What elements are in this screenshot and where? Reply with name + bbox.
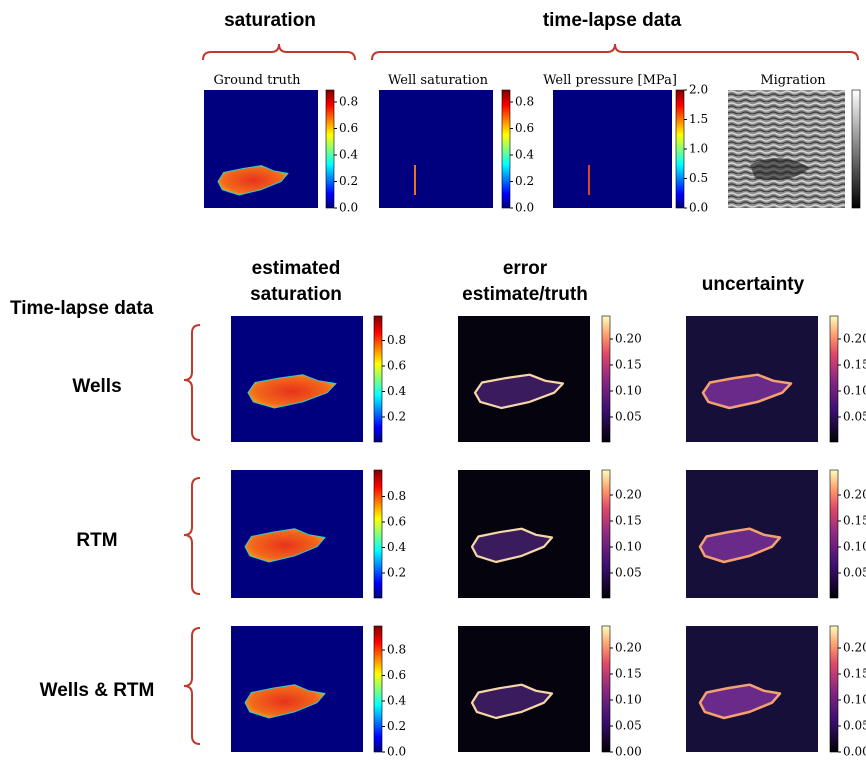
image [728,90,845,208]
colorbar-tick-label: 0.10 [615,693,642,707]
row-label: Wells [72,376,121,397]
colorbar-tick-label: 0.6 [515,121,534,135]
colorbar-tick-label: 1.0 [689,142,708,156]
panel-title: Migration [760,73,826,88]
figure: saturation time-lapse data Time-lapse da… [0,0,866,760]
colorbar-tick-label: 0.10 [843,540,866,554]
colorbar-tick-label: 0.2 [515,174,534,188]
colorbar-tick-label: 0.8 [339,95,358,109]
colorbar [602,626,610,752]
colorbar-tick-label: 0.6 [339,121,358,135]
colorbar-tick-label: 0.05 [843,410,866,424]
colorbar-tick-label: 0.4 [387,694,406,708]
colorbar-tick-label: 0.0 [515,201,534,215]
brace [372,44,858,60]
column-header: uncertainty [702,274,805,295]
colorbar-tick-label: 0.2 [387,719,406,733]
colorbar-tick-label: 0.0 [689,201,708,215]
column-header: saturation [250,284,342,305]
colorbar-tick-label: 0.20 [843,641,866,655]
column-header: error [503,258,548,279]
colorbar-tick-label: 2.0 [689,83,708,97]
colorbar [602,316,610,442]
colorbar-tick-label: 0.8 [515,95,534,109]
colorbar-tick-label: 0.4 [387,384,406,398]
row-label: RTM [76,530,117,551]
colorbar-tick-label: 0.15 [615,358,642,372]
brace [184,478,200,594]
colorbar-tick-label: 0.20 [843,332,866,346]
column-header: estimate/truth [462,284,588,305]
colorbar-tick-label: 0.15 [843,514,866,528]
colorbar-tick-label: 0.00 [615,745,642,759]
well [414,165,416,195]
colorbar-tick-label: 0.10 [615,540,642,554]
column-header: estimated [252,258,341,279]
colorbar-tick-label: 0.10 [843,384,866,398]
colorbar-tick-label: 0.15 [615,667,642,681]
panel-title: Well pressure [MPa] [543,73,677,88]
colorbar-tick-label: 0.10 [615,384,642,398]
colorbar-tick-label: 0.8 [387,489,406,503]
brace [203,44,355,60]
colorbar-tick-label: 0.6 [387,515,406,529]
colorbar [676,90,684,208]
colorbar [374,626,382,752]
colorbar-tick-label: 0.20 [615,641,642,655]
colorbar-tick-label: 0.15 [843,667,866,681]
colorbar-tick-label: 0.4 [339,148,358,162]
colorbar-tick-label: 0.8 [387,333,406,347]
row-label: Wells & RTM [40,680,155,701]
colorbar-tick-label: 0.2 [387,410,406,424]
well [588,165,590,195]
heading: time-lapse data [543,10,682,31]
colorbar-tick-label: 0.05 [615,410,642,424]
colorbar-tick-label: 0.05 [615,566,642,580]
colorbar-tick-label: 0.20 [615,332,642,346]
heading: saturation [224,10,316,31]
panel-title: Ground truth [213,73,301,88]
colorbar-tick-label: 0.8 [387,643,406,657]
colorbar-tick-label: 0.00 [843,745,866,759]
colorbar-tick-label: 0.15 [843,358,866,372]
colorbar-tick-label: 0.15 [615,514,642,528]
colorbar-tick-label: 0.6 [387,668,406,682]
colorbar-tick-label: 0.0 [387,745,406,759]
colorbar [830,316,838,442]
colorbar-tick-label: 0.5 [689,171,708,185]
colorbar-tick-label: 0.05 [615,719,642,733]
colorbar-tick-label: 0.20 [843,488,866,502]
colorbar-tick-label: 0.10 [843,693,866,707]
colorbar-tick-label: 0.0 [339,201,358,215]
colorbar [830,626,838,752]
brace [184,325,200,440]
colorbar-tick-label: 0.6 [387,359,406,373]
colorbar-tick-label: 0.4 [515,148,534,162]
brace [184,628,200,744]
colorbar [502,90,510,208]
image [553,90,672,208]
row-header: Time-lapse data [10,298,154,319]
panel-title: Well saturation [388,73,489,88]
colorbar-tick-label: 0.2 [387,566,406,580]
image [379,90,493,208]
colorbar-tick-label: 0.05 [843,719,866,733]
colorbar-tick-label: 1.5 [689,112,708,126]
colorbar [852,90,860,208]
colorbar-tick-label: 0.4 [387,540,406,554]
colorbar-tick-label: 0.2 [339,174,358,188]
image [204,90,318,208]
colorbar [326,90,334,208]
colorbar [374,470,382,598]
colorbar-tick-label: 0.05 [843,566,866,580]
colorbar [830,470,838,598]
colorbar [374,316,382,442]
colorbar-tick-label: 0.20 [615,488,642,502]
colorbar [602,470,610,598]
